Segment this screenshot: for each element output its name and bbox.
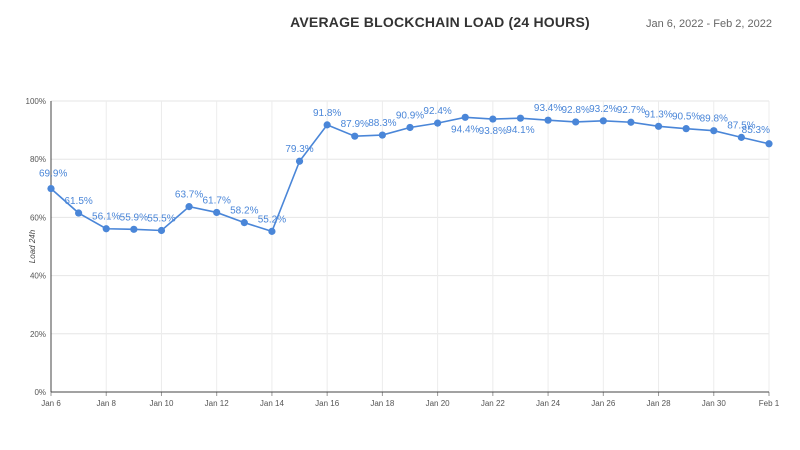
data-point — [737, 133, 745, 141]
data-label: 87.9% — [341, 119, 369, 130]
data-point — [75, 209, 83, 217]
x-tick-label: Jan 14 — [260, 399, 285, 408]
data-label: 56.1% — [92, 212, 120, 223]
y-tick-label: 80% — [30, 155, 46, 164]
data-label: 91.8% — [313, 108, 341, 119]
data-label: 69.9% — [39, 169, 67, 180]
data-point — [47, 184, 55, 193]
data-point — [351, 132, 359, 140]
x-tick-label: Jan 26 — [591, 399, 616, 408]
data-label: 89.8% — [700, 114, 728, 125]
data-label: 94.1% — [506, 125, 534, 136]
data-label: 91.3% — [644, 109, 672, 120]
data-label: 58.2% — [230, 206, 258, 217]
data-point — [434, 119, 442, 127]
data-label: 93.2% — [589, 104, 617, 115]
data-label: 90.9% — [396, 110, 424, 121]
y-tick-label: 20% — [30, 330, 46, 339]
data-point — [185, 203, 193, 211]
data-label: 92.4% — [423, 106, 451, 117]
y-tick-label: 100% — [26, 97, 46, 106]
x-tick-label: Jan 12 — [205, 399, 230, 408]
y-axis-label: Load 24h — [28, 229, 37, 263]
data-point — [599, 117, 607, 125]
date-range: Jan 6, 2022 - Feb 2, 2022 — [646, 18, 772, 30]
data-label: 94.4% — [451, 124, 479, 135]
x-tick-label: Jan 20 — [426, 399, 451, 408]
data-point — [627, 118, 635, 126]
grid-lines — [50, 100, 770, 393]
data-point — [654, 122, 663, 130]
data-label: 92.8% — [562, 105, 590, 116]
data-point — [516, 114, 525, 122]
data-point — [489, 115, 497, 123]
data-label: 88.3% — [368, 118, 396, 129]
x-tick-label: Jan 24 — [536, 399, 561, 408]
data-point — [544, 116, 552, 124]
y-tick-label: 40% — [30, 272, 46, 281]
x-tick-label: Jan 28 — [647, 399, 672, 408]
data-label: 93.4% — [534, 103, 562, 114]
x-tick-label: Jan 8 — [96, 399, 116, 408]
data-label: 55.9% — [120, 212, 148, 223]
data-point — [406, 123, 414, 132]
data-label: 63.7% — [175, 190, 203, 201]
x-tick-label: Jan 16 — [315, 399, 340, 408]
data-label: 61.5% — [64, 196, 92, 207]
x-tick-label: Jan 10 — [149, 399, 174, 408]
y-tick-label: 60% — [30, 213, 46, 222]
data-point — [461, 113, 469, 121]
data-label: 79.3% — [285, 144, 313, 155]
data-labels: 69.9% 61.5%56.1% 55.9% 55.5% 63.7%61.7%58.2%… — [39, 103, 770, 225]
data-point — [710, 127, 718, 135]
series-load — [47, 113, 773, 235]
data-label: 85.3% — [742, 125, 770, 136]
data-label: 93.8% — [479, 126, 507, 137]
data-point — [130, 225, 138, 233]
x-tick-label: Jan 18 — [370, 399, 395, 408]
x-tick-label: Jan 30 — [702, 399, 727, 408]
data-label: 61.7% — [203, 195, 231, 206]
x-tick-label: Jan 6 — [41, 399, 61, 408]
x-tick-label: Feb 1 — [759, 399, 780, 408]
data-label: 90.5% — [672, 112, 700, 123]
data-point — [295, 157, 304, 165]
data-label: 55.5% — [147, 213, 175, 224]
data-label: 92.7% — [617, 105, 645, 116]
data-point — [240, 219, 248, 227]
data-label: 55.2% — [258, 214, 286, 225]
data-point — [572, 118, 580, 126]
data-point — [765, 140, 773, 148]
data-point — [682, 125, 690, 133]
data-point — [323, 121, 331, 129]
data-point — [213, 208, 221, 217]
y-tick-label: 0% — [34, 388, 46, 397]
x-tick-label: Jan 22 — [481, 399, 506, 408]
data-point — [157, 226, 166, 235]
axes: 0% 20% 40% 60% 80% 100% Jan 6 Jan 8 Jan 10 Jan 12… — [26, 97, 780, 408]
data-point — [102, 225, 110, 233]
data-point — [268, 227, 276, 235]
data-label: 87.5% — [727, 120, 755, 131]
chart-title: AVERAGE BLOCKCHAIN LOAD (24 HOURS) — [290, 14, 590, 30]
data-point — [378, 131, 386, 139]
